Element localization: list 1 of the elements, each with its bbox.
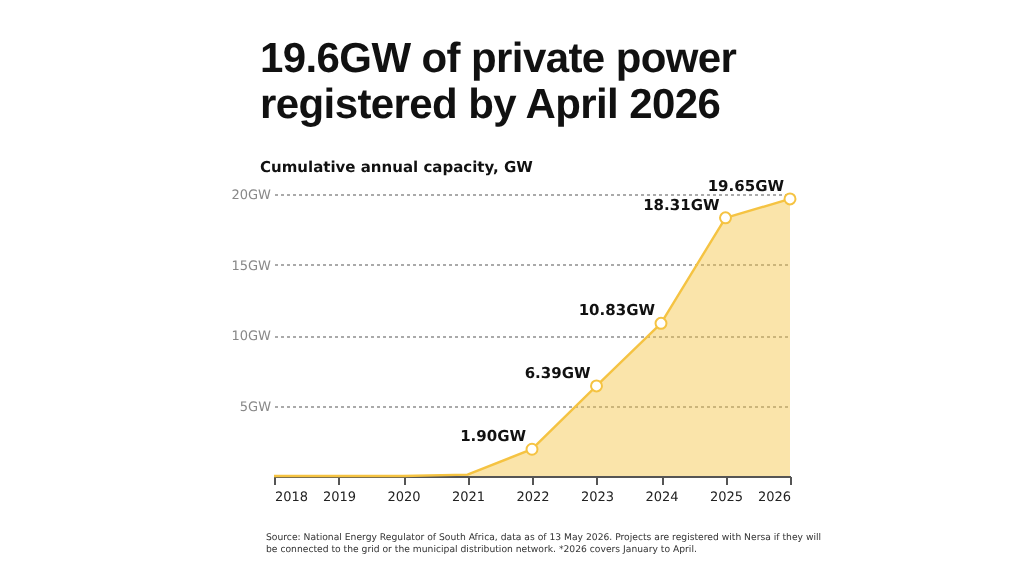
chart-title: 19.6GW of private power registered by April 2026: [260, 36, 739, 128]
